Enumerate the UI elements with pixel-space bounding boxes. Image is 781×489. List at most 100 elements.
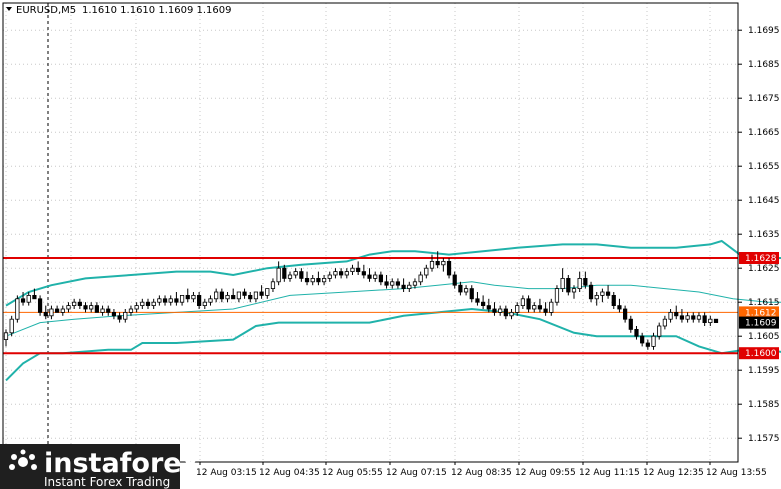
candle-body <box>55 308 60 313</box>
candle-body <box>225 294 230 300</box>
candle-body <box>463 288 469 293</box>
level-price-tag-label: 1.1628 <box>745 254 777 264</box>
candle-body <box>401 284 406 290</box>
x-tick-label: 12 Aug 05:55 <box>322 468 383 478</box>
y-tick-label: 1.1645 <box>748 196 780 206</box>
candle-body <box>236 291 241 300</box>
candle-body <box>441 260 446 266</box>
candle-body <box>435 260 440 266</box>
candle-body <box>321 277 327 283</box>
logo-background <box>0 444 180 489</box>
x-tick-label: 12 Aug 04:35 <box>259 468 320 478</box>
candle-body <box>151 301 156 307</box>
candle-body <box>532 305 537 310</box>
y-tick-label: 1.1615 <box>748 298 780 308</box>
current-price-tag-label: 1.1609 <box>745 319 777 329</box>
candle-body <box>662 318 667 327</box>
level-price-tag-label: 1.1612 <box>745 308 777 318</box>
candle-body <box>214 291 219 300</box>
level-price-tag <box>739 347 779 360</box>
grid <box>3 3 738 462</box>
candle-body <box>43 311 48 317</box>
candle-body <box>605 291 611 296</box>
candle-body <box>83 305 88 310</box>
current-price-tag <box>739 316 779 329</box>
candle-body <box>66 305 71 310</box>
candle-body <box>293 271 298 276</box>
symbol-label: EURUSD,M5 <box>16 5 76 16</box>
candle-body <box>231 294 236 300</box>
level-price-tag <box>739 252 779 264</box>
candle-body <box>174 298 179 303</box>
candle-body <box>571 288 577 293</box>
candle-body <box>657 325 662 337</box>
candle-body <box>390 281 395 286</box>
y-tick-label: 1.1655 <box>748 162 780 172</box>
candle-body <box>560 277 565 289</box>
logo-icon <box>9 449 37 470</box>
candle-body <box>526 298 531 310</box>
candle-body <box>458 284 463 293</box>
candle-body <box>475 298 480 303</box>
y-tick-label: 1.1625 <box>748 264 780 274</box>
candle-body <box>356 267 361 273</box>
candle-body <box>594 294 599 300</box>
candle-body <box>179 294 185 303</box>
candle-body <box>37 298 43 313</box>
candle-body <box>424 267 429 276</box>
candle-body <box>276 267 281 283</box>
candle-body <box>168 298 173 303</box>
candle-body <box>49 308 54 317</box>
candle-body <box>674 311 679 317</box>
dropdown-triangle-icon[interactable] <box>6 7 12 11</box>
candle-body <box>350 267 355 273</box>
candle-body <box>429 260 435 269</box>
x-tick-label: 12 Aug 03:15 <box>196 468 257 478</box>
candle-body <box>117 315 122 320</box>
candle-body <box>259 291 264 296</box>
chart-frame <box>2 2 739 463</box>
candle-body <box>645 342 650 347</box>
candle-body <box>219 291 224 300</box>
candle-body <box>418 274 423 283</box>
candle-body <box>446 260 452 276</box>
level-price-tag-label: 1.1600 <box>745 349 777 359</box>
candle-body <box>623 308 628 320</box>
candle-body <box>202 301 207 307</box>
candle-body <box>611 294 616 306</box>
candle-body <box>412 281 418 286</box>
candle-body <box>492 308 497 313</box>
candle-body <box>486 305 491 310</box>
candle-body <box>554 288 560 303</box>
candle-body <box>702 315 707 323</box>
candle-body <box>696 315 702 320</box>
candle-body <box>634 328 639 337</box>
candle-body <box>100 308 105 313</box>
candle-body <box>327 274 332 279</box>
candle-body <box>3 332 9 340</box>
candle-body <box>452 274 457 286</box>
candle-body <box>208 298 213 303</box>
candle-body <box>15 298 20 320</box>
candle-body <box>537 305 543 310</box>
ohlc-readout: 1.1610 1.1610 1.1609 1.1609 <box>82 5 232 16</box>
candle-body <box>304 277 310 283</box>
x-tick-label: 12 Aug 09:55 <box>515 468 576 478</box>
candle-body <box>316 277 321 283</box>
candle-body <box>299 271 304 279</box>
candle-body <box>253 291 259 300</box>
candle-body <box>640 335 645 344</box>
level-price-tag <box>739 306 779 319</box>
x-tick-label: 12 Aug 08:35 <box>451 468 512 478</box>
y-tick-label: 1.1635 <box>748 230 780 240</box>
candle-body <box>26 294 31 303</box>
candle-body <box>566 277 571 293</box>
candle-body <box>515 305 520 313</box>
candle-body <box>503 308 508 317</box>
candle-body <box>77 301 82 307</box>
candle-body <box>157 298 162 303</box>
candle-body <box>481 301 486 307</box>
candle-body <box>60 308 65 313</box>
y-tick-label: 1.1695 <box>748 26 780 36</box>
horizontal-levels <box>3 257 738 355</box>
